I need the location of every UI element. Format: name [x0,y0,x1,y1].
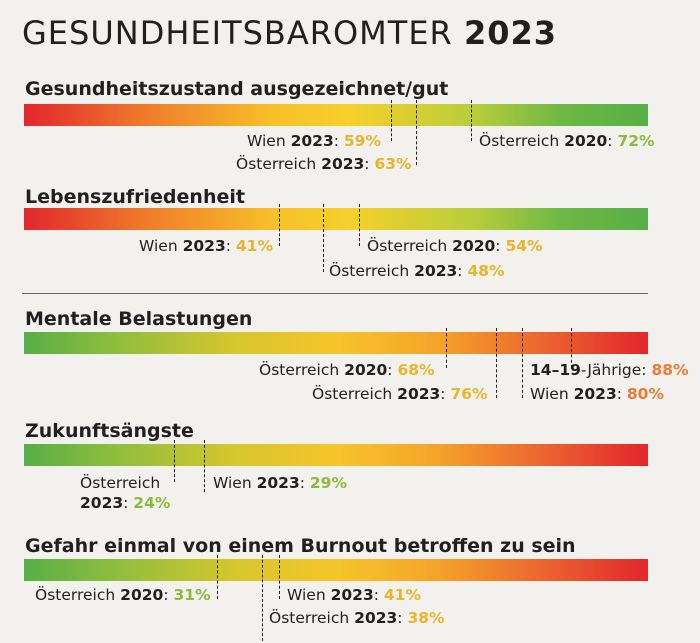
marker-14-19-jaehrige [571,328,572,368]
marker-wien-2023 [279,555,280,599]
section-title: Mentale Belastungen [25,308,253,330]
marker-oesterreich-2020 [359,204,360,246]
label-wien-2023: Wien 2023: 29% [213,474,347,492]
page-title: GESUNDHEITSBAROMTER 2023 [22,14,557,52]
page-title-year: 2023 [463,14,558,52]
gradient-bar [24,444,648,466]
section-divider [22,293,648,294]
marker-oesterreich-2023 [496,328,497,398]
label-oesterreich-2023: Österreich [80,474,161,492]
marker-oesterreich-2020 [217,555,218,599]
label-wien-2023: Wien 2023: 41% [287,586,421,604]
marker-oesterreich-2020 [471,100,472,141]
section-burnout: Gefahr einmal von einem Burnout betroffe… [0,535,700,643]
section-title: Gesundheitszustand ausgezeichnet/gut [25,78,449,100]
section-title: Gefahr einmal von einem Burnout betroffe… [25,535,576,557]
section-title: Lebenszufriedenheit [25,186,245,208]
gradient-bar [24,559,648,581]
label-oesterreich-2020: Österreich 2020: 68% [259,361,435,379]
marker-wien-2023 [522,328,523,398]
label-oesterreich-2023: Österreich 2023: 76% [312,385,488,403]
label-wien-2023: Wien 2023: 41% [139,237,273,255]
label-oesterreich-2023: Österreich 2023: 48% [329,262,505,280]
gradient-bar [24,208,648,230]
gradient-bar [24,104,648,126]
section-lebenszufriedenheit: Lebenszufriedenheit Wien 2023: 41% Öster… [0,186,700,286]
label-oesterreich-2020: Österreich 2020: 31% [35,586,211,604]
label-wien-2023: Wien 2023: 59% [247,132,381,150]
label-oesterreich-2023: Österreich 2023: 63% [236,155,412,173]
marker-wien-2023 [279,204,280,246]
label-oesterreich-2020: Österreich 2020: 54% [367,237,543,255]
marker-wien-2023 [391,100,392,141]
section-gesundheitszustand: Gesundheitszustand ausgezeichnet/gut Wie… [0,78,700,178]
marker-wien-2023 [204,440,205,492]
label-wien-2023: Wien 2023: 80% [530,385,664,403]
label-oesterreich-2020: Österreich 2020: 72% [479,132,655,150]
marker-oesterreich-2023 [174,440,175,482]
label-oesterreich-2023: Österreich 2023: 38% [269,609,445,627]
marker-oesterreich-2023 [416,100,417,165]
page-title-main: GESUNDHEITSBAROMTER [22,14,453,52]
section-title: Zukunftsängste [25,420,194,442]
gradient-bar [24,332,648,354]
label-oesterreich-2023-value: 2023: 24% [80,494,171,512]
marker-oesterreich-2023 [262,555,263,641]
marker-oesterreich-2023 [323,204,324,272]
label-14-19-jaehrige: 14–19-Jährige: 88% [530,361,689,379]
section-mentale-belastungen: Mentale Belastungen Österreich 2020: 68%… [0,308,700,408]
section-zukunftsaengste: Zukunftsängste Österreich 2023: 24% Wien… [0,420,700,512]
marker-oesterreich-2020 [446,328,447,368]
